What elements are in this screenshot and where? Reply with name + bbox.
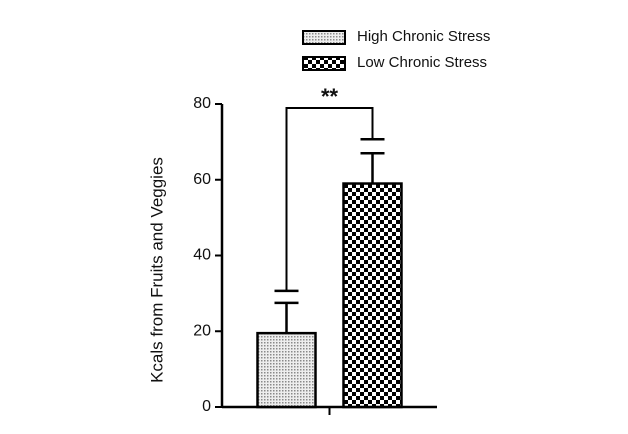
legend-swatch	[302, 56, 346, 71]
legend-label: Low Chronic Stress	[357, 54, 487, 71]
y-tick-label: 40	[193, 247, 211, 264]
bar	[342, 182, 403, 409]
y-axis-label: Kcals from Fruits and Veggies	[147, 157, 166, 383]
y-tick-label: 80	[193, 95, 211, 112]
y-tick-label: 60	[193, 171, 211, 188]
significance-bracket	[285, 107, 374, 291]
legend-swatch	[302, 30, 346, 45]
y-tick-label: 20	[193, 322, 211, 339]
legend-label: High Chronic Stress	[357, 28, 490, 45]
annotation: **	[321, 84, 339, 109]
bar	[256, 331, 317, 409]
y-tick-label: 0	[202, 398, 211, 415]
